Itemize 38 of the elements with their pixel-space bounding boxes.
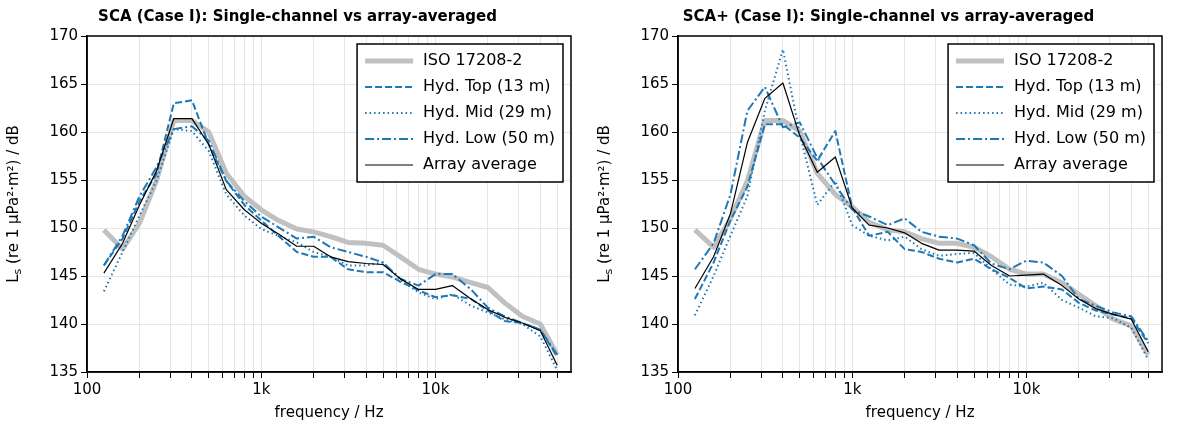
y-tick-label: 165	[49, 73, 79, 92]
legend-label: ISO 17208-2	[423, 50, 523, 70]
y-tick-label: 170	[49, 25, 79, 44]
y-tick-label: 150	[49, 217, 79, 236]
legend-label: Hyd. Mid (29 m)	[1014, 102, 1143, 122]
y-tick-label: 170	[640, 25, 670, 44]
x-tick-label: 10k	[421, 379, 450, 398]
y-axis-title: Ls (re 1 μPa²·m²) / dB	[3, 125, 25, 283]
y-tick-label: 135	[49, 361, 79, 380]
legend-label: Hyd. Low (50 m)	[423, 128, 555, 148]
y-axis-title: Ls (re 1 μPa²·m²) / dB	[594, 125, 616, 283]
chart-title: SCA (Case I): Single-channel vs array-averaged	[98, 6, 497, 25]
y-tick-label: 155	[49, 169, 79, 188]
y-tick-label: 160	[49, 121, 79, 140]
x-tick-label: 100	[663, 379, 693, 398]
legend-label: Hyd. Mid (29 m)	[423, 102, 552, 122]
chart-title: SCA+ (Case I): Single-channel vs array-averaged	[682, 6, 1095, 25]
y-tick-label: 160	[640, 121, 670, 140]
x-tick-label: 100	[72, 379, 102, 398]
x-axis-title: frequency / Hz	[865, 402, 975, 421]
legend-label: Array average	[1014, 154, 1128, 174]
x-tick-label: 1k	[252, 379, 271, 398]
y-tick-label: 150	[640, 217, 670, 236]
y-tick-label: 165	[640, 73, 670, 92]
y-tick-label: 135	[640, 361, 670, 380]
x-axis-title: frequency / Hz	[274, 402, 384, 421]
y-tick-label: 145	[640, 265, 670, 284]
y-tick-label: 140	[49, 313, 79, 332]
legend-label: Hyd. Top (13 m)	[1014, 76, 1142, 96]
x-tick-label: 1k	[843, 379, 862, 398]
y-tick-label: 155	[640, 169, 670, 188]
legend-label: Hyd. Low (50 m)	[1014, 128, 1146, 148]
legend-label: ISO 17208-2	[1014, 50, 1114, 70]
x-tick-label: 10k	[1012, 379, 1041, 398]
y-tick-label: 145	[49, 265, 79, 284]
y-tick-label: 140	[640, 313, 670, 332]
legend-label: Hyd. Top (13 m)	[423, 76, 551, 96]
legend-label: Array average	[423, 154, 537, 174]
